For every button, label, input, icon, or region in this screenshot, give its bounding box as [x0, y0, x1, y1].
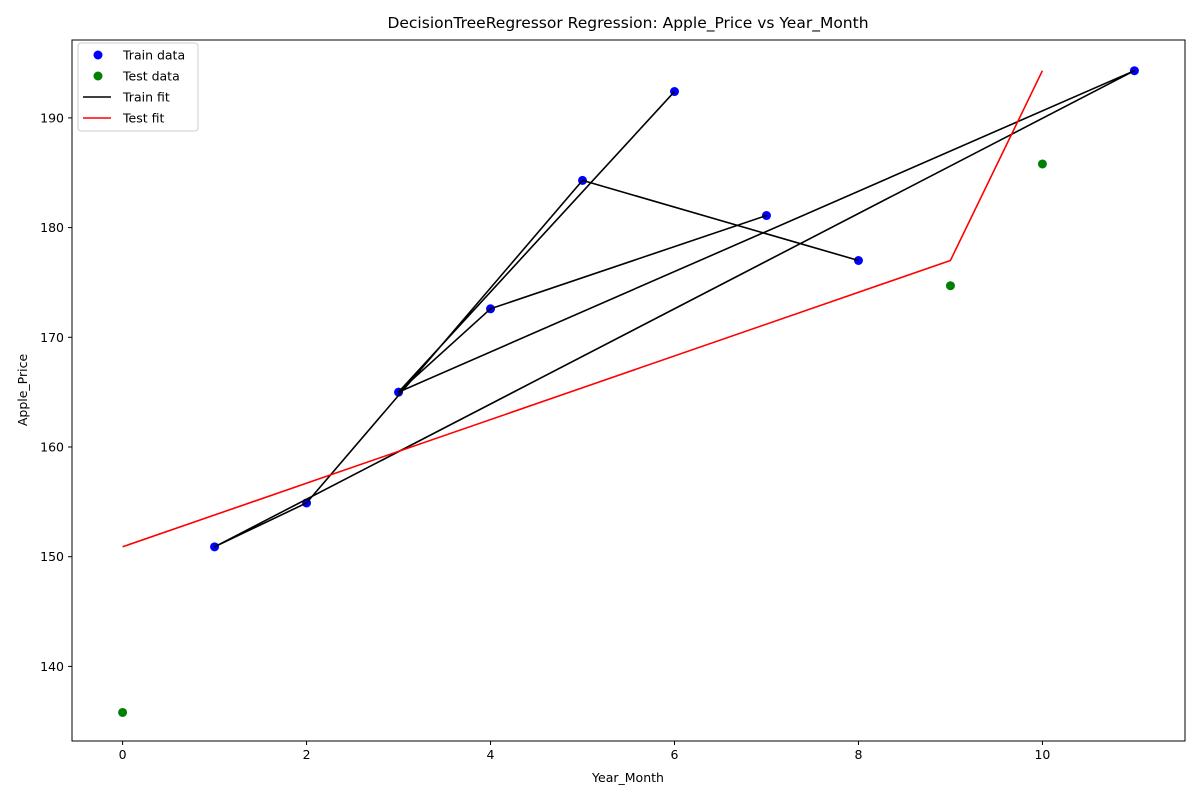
x-axis-label: Year_Month — [591, 770, 664, 785]
x-tick-label: 8 — [854, 747, 862, 762]
axes-frame — [71, 39, 1186, 742]
y-tick-label: 180 — [40, 220, 64, 235]
x-tick-label: 2 — [303, 747, 311, 762]
legend-box — [77, 42, 199, 132]
y-tick-label: 140 — [40, 659, 64, 674]
y-axis-label: Apple_Price — [15, 354, 30, 427]
y-tick-label: 170 — [40, 330, 64, 345]
legend-marker — [93, 50, 103, 60]
x-tick-label: 6 — [671, 747, 679, 762]
x-tick-label: 4 — [487, 747, 495, 762]
chart-title: DecisionTreeRegressor Regression: Apple_… — [387, 14, 868, 33]
legend-label: Train data — [122, 48, 185, 63]
series-line-train-fit — [213, 69, 1136, 548]
legend-marker — [93, 71, 103, 81]
legend-label: Test data — [122, 69, 180, 84]
axes: 0 2 4 6 8 10 140 150 160 170 180 190 — [40, 39, 1186, 762]
y-tick-label: 150 — [40, 549, 64, 564]
plot-area — [118, 66, 1139, 717]
legend: Train data Test data Train fit Test fit — [77, 42, 199, 132]
legend-label: Train fit — [122, 90, 170, 105]
y-tick-label: 160 — [40, 439, 64, 454]
data-point-test-data — [945, 281, 955, 291]
legend-label: Test fit — [122, 111, 164, 126]
data-point-test-data — [118, 707, 128, 717]
data-point-test-data — [1037, 159, 1047, 169]
y-tick-label: 190 — [40, 110, 64, 125]
series-line-test-fit — [122, 70, 1044, 548]
x-tick-label: 10 — [1034, 747, 1050, 762]
x-tick-label: 0 — [119, 747, 127, 762]
